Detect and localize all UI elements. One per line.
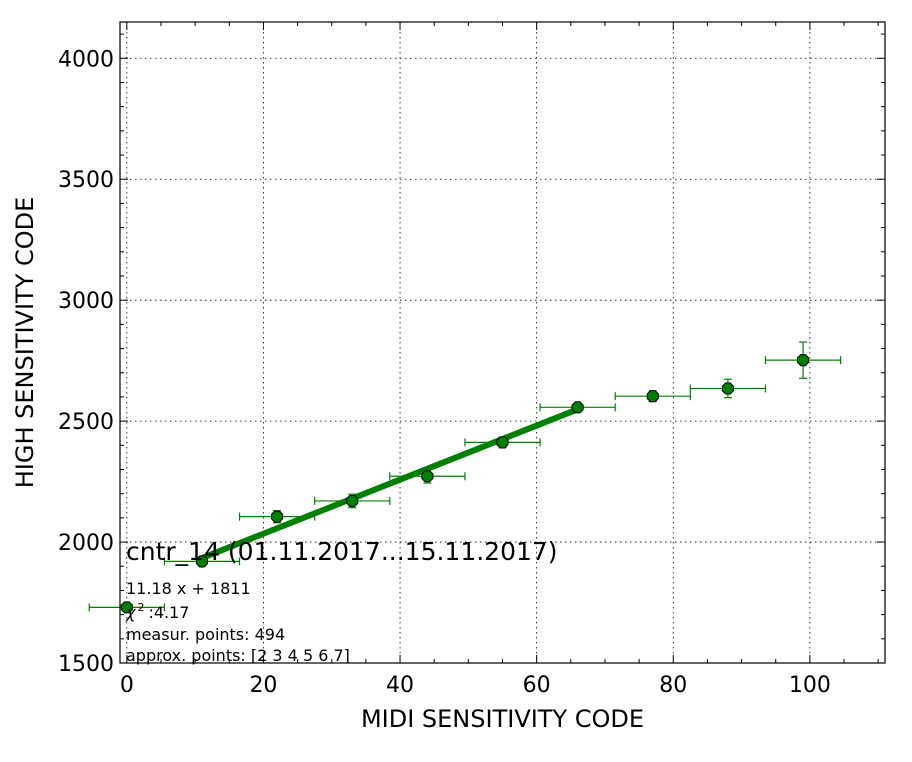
- x-tick-label: 0: [120, 673, 134, 698]
- x-tick-label: 40: [386, 673, 414, 698]
- y-axis-title: HIGH SENSITIVITY CODE: [11, 197, 39, 489]
- annotation-measur-points: measur. points: 494: [126, 625, 285, 644]
- plot-background: [120, 22, 885, 663]
- y-tick-labels: 1500 2000 2500 3000 3500 4000: [58, 47, 114, 677]
- annotation-equation: 11.18 x + 1811: [126, 579, 251, 598]
- data-point: [421, 470, 434, 483]
- data-point: [271, 510, 284, 523]
- chi-symbol: χ: [125, 603, 136, 622]
- plot-frame: [119, 21, 886, 664]
- annotation-title: cntr_14 (01.11.2017...15.11.2017): [126, 537, 558, 566]
- y-tick-label: 2500: [58, 410, 114, 435]
- x-tick-label: 100: [789, 673, 831, 698]
- annotation-chi: χ 2 :4.17: [125, 601, 189, 622]
- x-tick-label: 20: [249, 673, 277, 698]
- y-tick-label: 2000: [58, 531, 114, 556]
- data-point: [646, 390, 659, 403]
- x-axis-title: MIDI SENSITIVITY CODE: [361, 705, 644, 733]
- minor-ticks: [120, 22, 885, 663]
- data-point: [796, 354, 810, 367]
- fit-line: [200, 406, 579, 561]
- data-points: [120, 354, 810, 614]
- chi-value: :4.17: [148, 603, 189, 622]
- x-tick-label: 60: [523, 673, 551, 698]
- chi-superscript: 2: [137, 601, 144, 614]
- annotation: cntr_14 (01.11.2017...15.11.2017) 11.18 …: [125, 537, 558, 665]
- y-tick-label: 3500: [58, 168, 114, 193]
- data-point: [571, 401, 584, 414]
- y-tick-label: 3000: [58, 289, 114, 314]
- x-tick-labels: 0 20 40 60 80 100: [120, 673, 831, 698]
- data-point: [346, 494, 359, 507]
- data-point: [195, 555, 209, 568]
- annotation-approx-points: approx. points: [2 3 4 5 6 7]: [126, 646, 350, 665]
- data-point: [721, 382, 734, 395]
- x-tick-label: 80: [659, 673, 687, 698]
- data-point: [120, 601, 133, 614]
- data-point: [496, 436, 509, 449]
- grid-lines: [120, 22, 885, 664]
- y-tick-label: 1500: [58, 652, 114, 677]
- y-tick-label: 4000: [58, 47, 114, 72]
